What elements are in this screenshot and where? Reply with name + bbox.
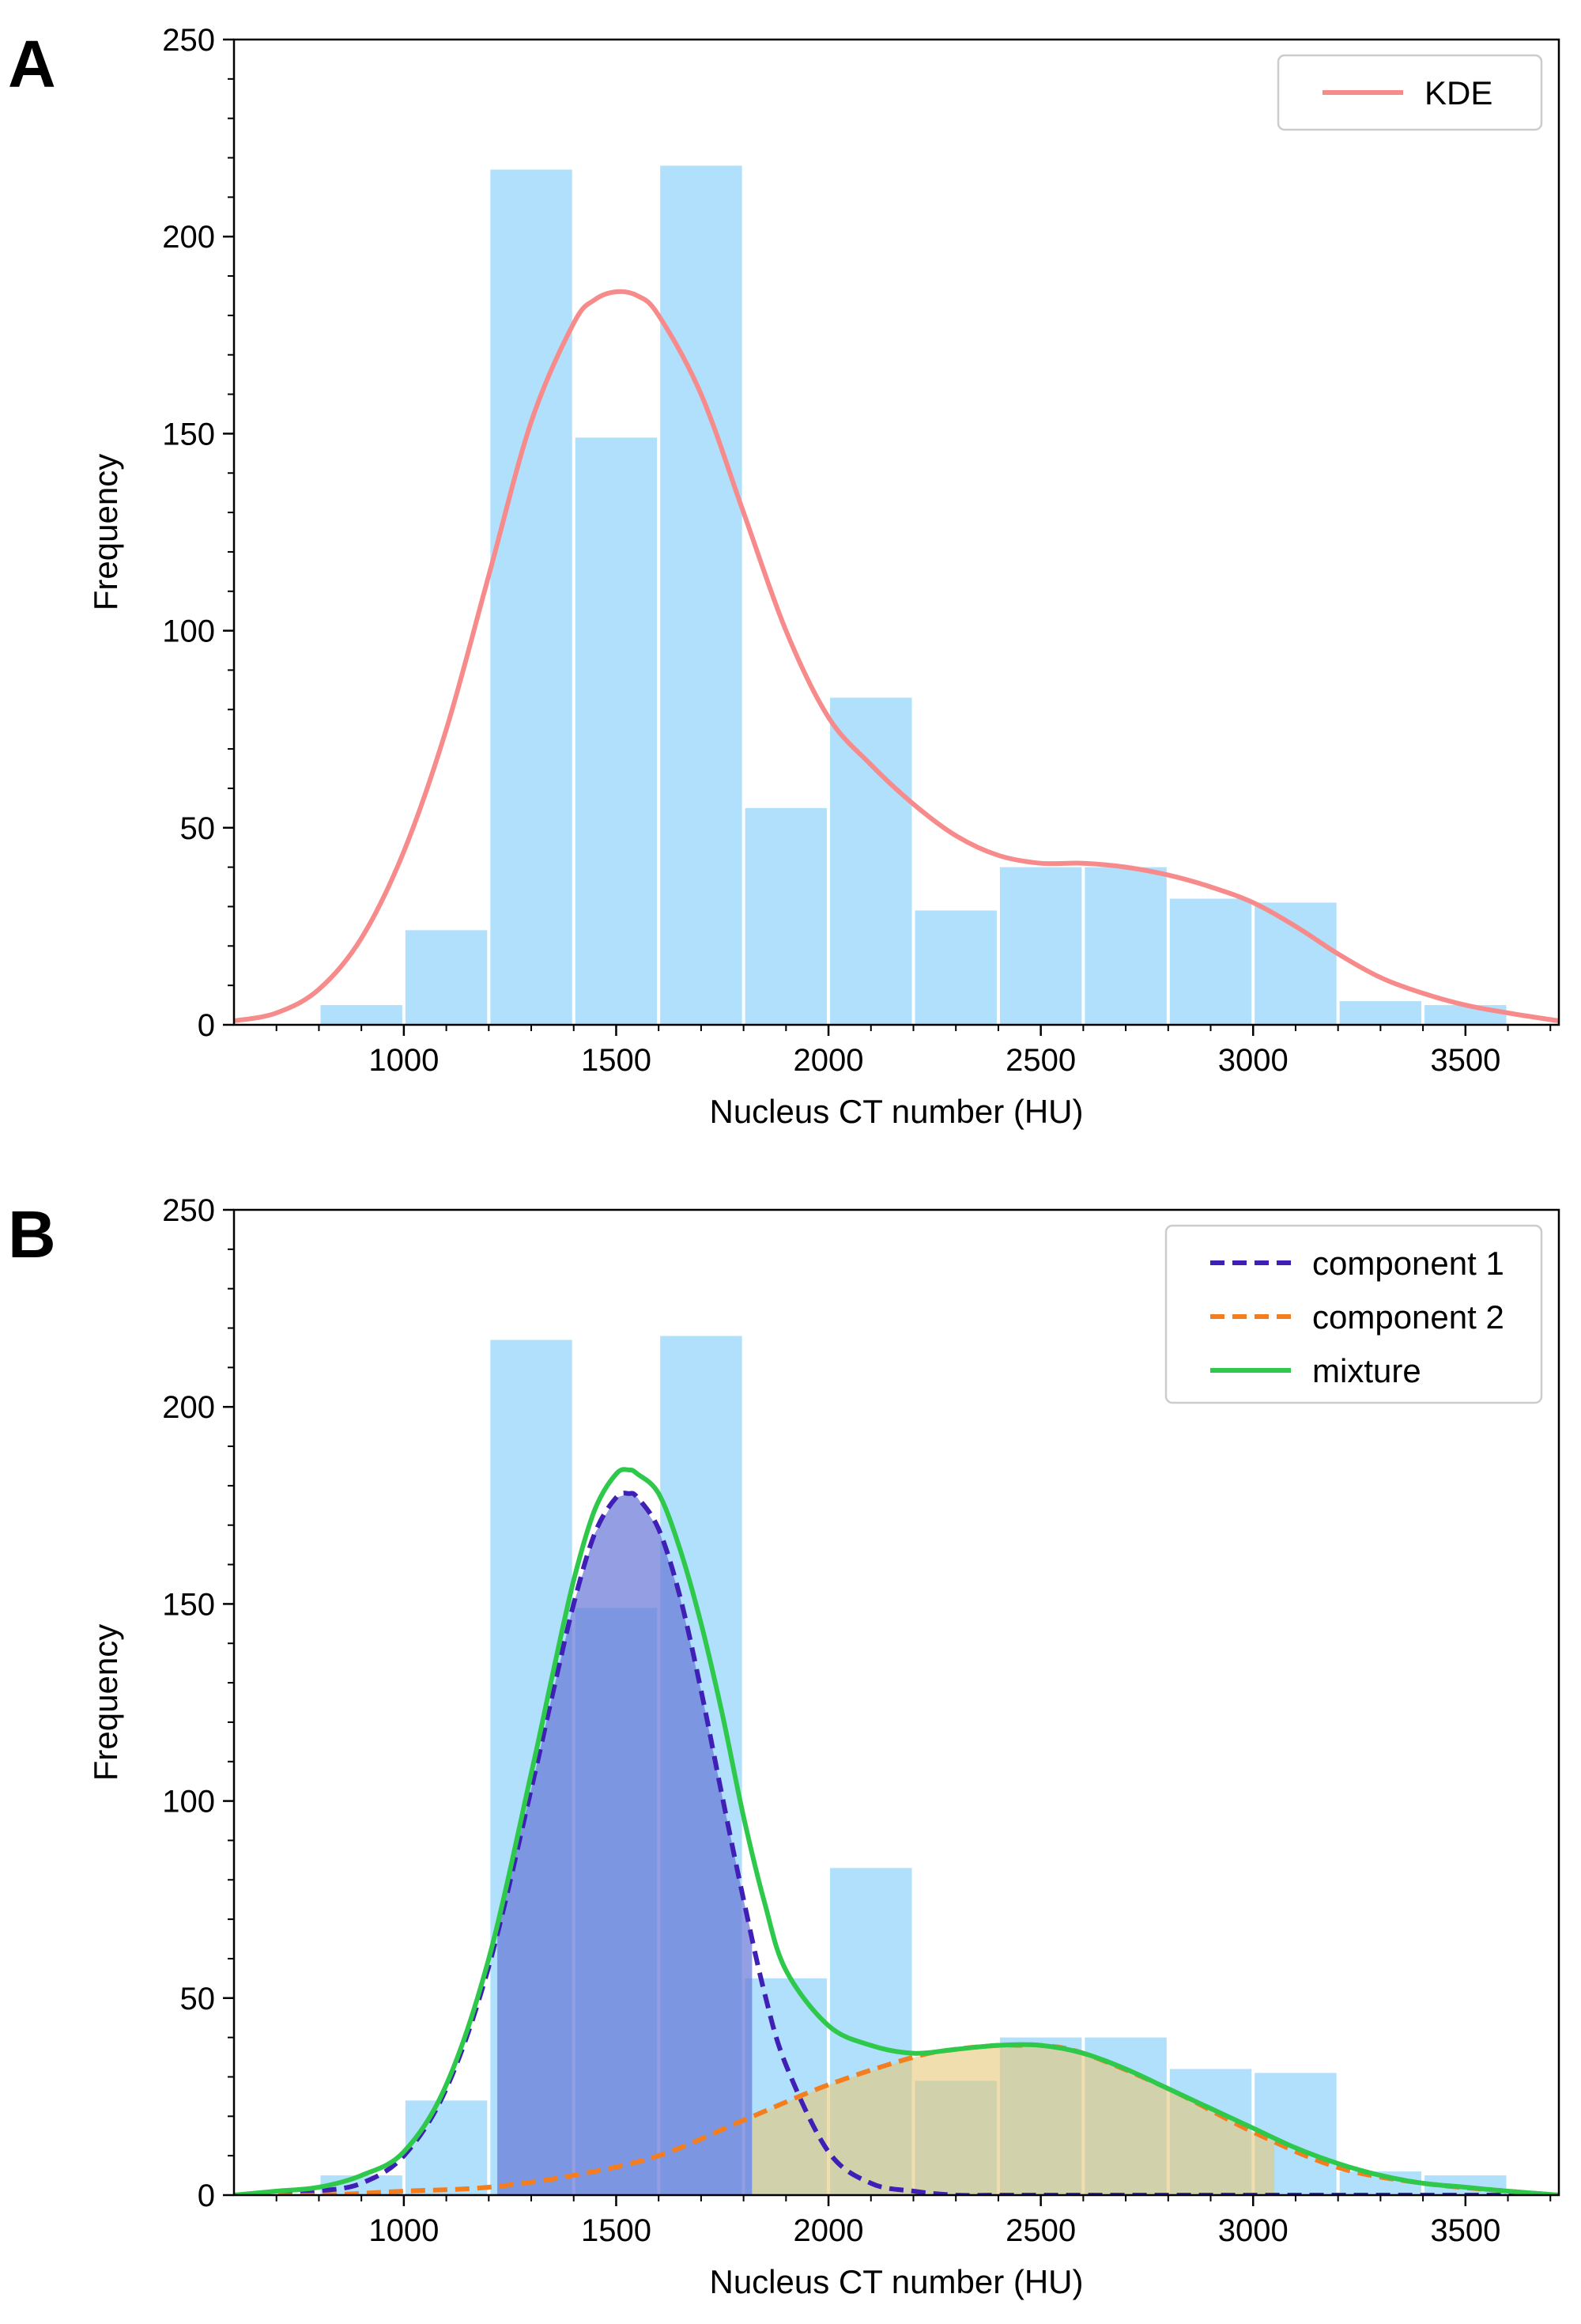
axes-frame	[232, 1208, 1560, 2197]
plot-area-a: 1000 1500 2000 2500 3000 3500 0 50 100 150 200 250 N…	[87, 23, 1560, 1130]
legend-label: component 1	[1312, 1245, 1504, 1282]
axes-frame	[232, 38, 1560, 1026]
y-tick-label: 100	[162, 1785, 215, 1820]
x-tick-label: 1500	[581, 1043, 651, 1078]
series-line	[234, 2042, 1559, 2195]
x-axis-label: Nucleus CT number (HU)	[709, 1093, 1083, 1130]
histogram-bar	[915, 910, 997, 1025]
x-axis-label: Nucleus CT number (HU)	[709, 2263, 1083, 2300]
panel-letter-b: B	[8, 1197, 56, 1272]
histogram-bar	[405, 930, 488, 1025]
shaded-region	[497, 1493, 753, 2195]
histogram-bar	[1255, 902, 1337, 1025]
y-tick-label: 0	[198, 1008, 215, 1043]
series-line	[234, 1467, 1559, 2195]
histogram-bar	[1085, 867, 1167, 1025]
y-tick-label: 100	[162, 614, 215, 649]
y-tick-label: 250	[162, 23, 215, 58]
legend-box	[1164, 1224, 1543, 1404]
x-tick-label: 1500	[581, 2213, 651, 2248]
x-tick-label: 3000	[1218, 2213, 1289, 2248]
x-tick-label: 2000	[794, 1043, 864, 1078]
panel-a: A 1000 1500 2000 2500 3000 3500 0 50 100 150 200 25…	[8, 23, 1560, 1130]
x-tick-label: 3500	[1430, 1043, 1500, 1078]
histogram-bar	[320, 1005, 402, 1025]
legend: KDE	[1277, 54, 1543, 131]
legend-box	[1277, 54, 1543, 131]
legend-label: KDE	[1424, 74, 1492, 111]
x-tick-label: 2000	[794, 2213, 864, 2248]
y-axis-label: Frequency	[87, 454, 124, 610]
histogram-bar	[999, 867, 1082, 1025]
shaded-region	[752, 2045, 1275, 2195]
histogram-bars	[320, 165, 1507, 1025]
y-tick-label: 150	[162, 1587, 215, 1622]
histogram-bar	[830, 697, 912, 1025]
panel-letter-a: A	[8, 27, 56, 101]
histogram-bar	[1169, 898, 1252, 1025]
x-tick-label: 3500	[1430, 2213, 1500, 2248]
legend: component 1 component 2 mixture	[1164, 1224, 1543, 1404]
histogram-bar	[660, 165, 742, 1025]
plot-area-b: 1000 1500 2000 2500 3000 3500 0 50 100 150 200 250 N…	[87, 1193, 1560, 2300]
y-tick-label: 50	[180, 1982, 216, 2016]
y-tick-label: 200	[162, 220, 215, 255]
histogram-bar	[1424, 1005, 1507, 1025]
y-tick-label: 0	[198, 2179, 215, 2213]
x-tick-label: 1000	[368, 2213, 439, 2248]
plot-content	[234, 165, 1559, 1025]
y-tick-label: 250	[162, 1193, 215, 1228]
x-tick-label: 1000	[368, 1043, 439, 1078]
x-tick-label: 2500	[1006, 2213, 1076, 2248]
series-line	[234, 289, 1559, 1023]
y-tick-label: 50	[180, 811, 216, 846]
legend-label: mixture	[1312, 1352, 1421, 1389]
x-tick-label: 3000	[1218, 1043, 1289, 1078]
histogram-bar	[1339, 1001, 1422, 1025]
histogram-bar	[405, 2100, 488, 2195]
histogram-bar	[745, 807, 828, 1025]
y-tick-label: 150	[162, 417, 215, 452]
histogram-bar	[575, 437, 658, 1025]
panel-b: B 1000 1500 2000 2500 3000 3500 0 50 100 150 200 25…	[8, 1193, 1560, 2300]
y-axis-label: Frequency	[87, 1624, 124, 1781]
plot-content	[234, 1336, 1559, 2195]
legend-label: component 2	[1312, 1298, 1504, 1336]
y-tick-label: 200	[162, 1390, 215, 1425]
histogram-bar	[490, 169, 572, 1025]
x-tick-label: 2500	[1006, 1043, 1076, 1078]
